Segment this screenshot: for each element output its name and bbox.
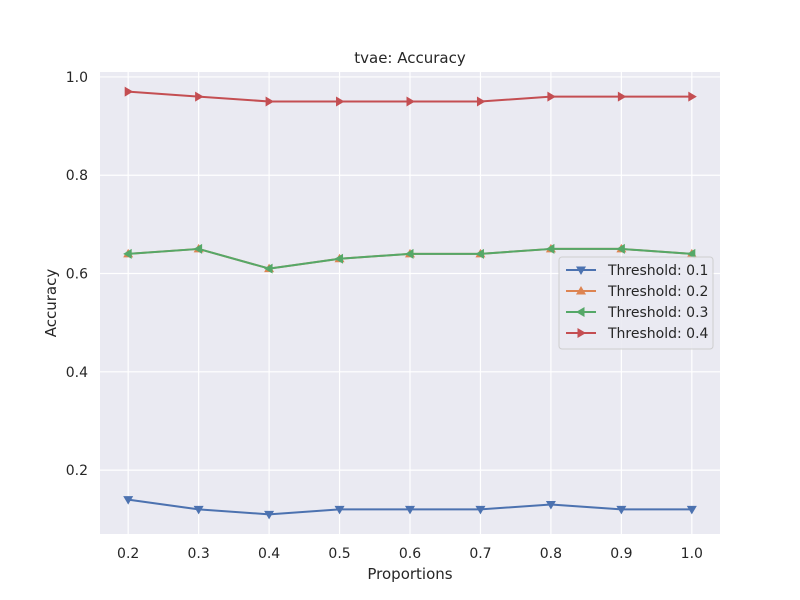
data-point bbox=[688, 91, 697, 102]
y-tick-label: 0.2 bbox=[66, 463, 88, 479]
y-tick-label: 0.8 bbox=[66, 168, 88, 184]
data-point bbox=[617, 91, 627, 102]
series-1 bbox=[123, 496, 697, 520]
data-point bbox=[476, 96, 486, 107]
x-tick-label: 1.0 bbox=[681, 546, 703, 562]
data-point bbox=[124, 86, 134, 97]
legend-box bbox=[558, 256, 714, 350]
data-point bbox=[193, 243, 203, 254]
data-point bbox=[334, 505, 345, 515]
y-tick-label: 0.6 bbox=[66, 267, 88, 283]
data-point bbox=[545, 501, 556, 510]
data-point bbox=[545, 243, 555, 254]
x-tick-label: 0.8 bbox=[540, 546, 562, 562]
x-tick-label: 0.2 bbox=[117, 546, 139, 562]
x-tick-label: 0.3 bbox=[188, 546, 210, 562]
x-tick-label: 0.4 bbox=[258, 546, 280, 562]
data-point bbox=[264, 510, 275, 520]
legend: Threshold: 0.1 Threshold: 0.2 Threshold: 0… bbox=[558, 256, 714, 350]
y-tick-label: 1.0 bbox=[66, 70, 88, 86]
data-point bbox=[123, 496, 134, 505]
grid-lines bbox=[100, 72, 720, 534]
x-tick-label: 0.5 bbox=[328, 546, 350, 562]
data-point bbox=[475, 505, 486, 515]
data-point bbox=[264, 263, 273, 274]
data-point bbox=[686, 505, 697, 515]
y-axis-label: Accuracy bbox=[42, 269, 60, 338]
data-point bbox=[405, 505, 415, 515]
legend-marker bbox=[576, 286, 586, 295]
data-point bbox=[123, 248, 132, 259]
x-axis-label: Proportions bbox=[367, 565, 452, 583]
legend-item: Threshold: 0.4 bbox=[566, 326, 709, 342]
legend-marker bbox=[577, 328, 586, 338]
chart-title: tvae: Accuracy bbox=[354, 49, 466, 67]
data-point bbox=[334, 253, 344, 264]
legend-label: Threshold: 0.3 bbox=[607, 305, 708, 321]
data-point bbox=[265, 96, 275, 107]
data-point bbox=[475, 248, 484, 259]
legend-label: Threshold: 0.1 bbox=[607, 263, 708, 279]
data-point bbox=[406, 96, 415, 107]
x-tick-label: 0.7 bbox=[469, 546, 491, 562]
data-point bbox=[616, 505, 627, 515]
data-point bbox=[336, 96, 345, 107]
legend-label: Threshold: 0.2 bbox=[607, 284, 708, 300]
legend-label: Threshold: 0.4 bbox=[607, 326, 709, 342]
data-point bbox=[616, 243, 625, 254]
data-point bbox=[547, 91, 556, 102]
x-tick-label: 0.6 bbox=[399, 546, 421, 562]
series-layer bbox=[123, 86, 697, 520]
series-4 bbox=[124, 86, 697, 107]
legend-item: Threshold: 0.1 bbox=[566, 263, 708, 279]
legend-marker bbox=[576, 266, 586, 275]
data-point bbox=[193, 505, 204, 515]
data-point bbox=[686, 248, 696, 259]
y-tick-label: 0.4 bbox=[66, 365, 88, 381]
series-3 bbox=[123, 243, 696, 274]
data-point bbox=[405, 248, 414, 259]
legend-marker bbox=[576, 307, 585, 317]
legend-item: Threshold: 0.2 bbox=[566, 284, 708, 300]
data-point bbox=[195, 91, 204, 102]
legend-item: Threshold: 0.3 bbox=[566, 305, 708, 321]
x-tick-label: 0.9 bbox=[610, 546, 632, 562]
tick-labels: 0.2 0.3 0.4 0.5 0.6 0.7 0.8 0.9 1.0 0.2 0.4 0.6 0.8 1… bbox=[66, 70, 703, 562]
